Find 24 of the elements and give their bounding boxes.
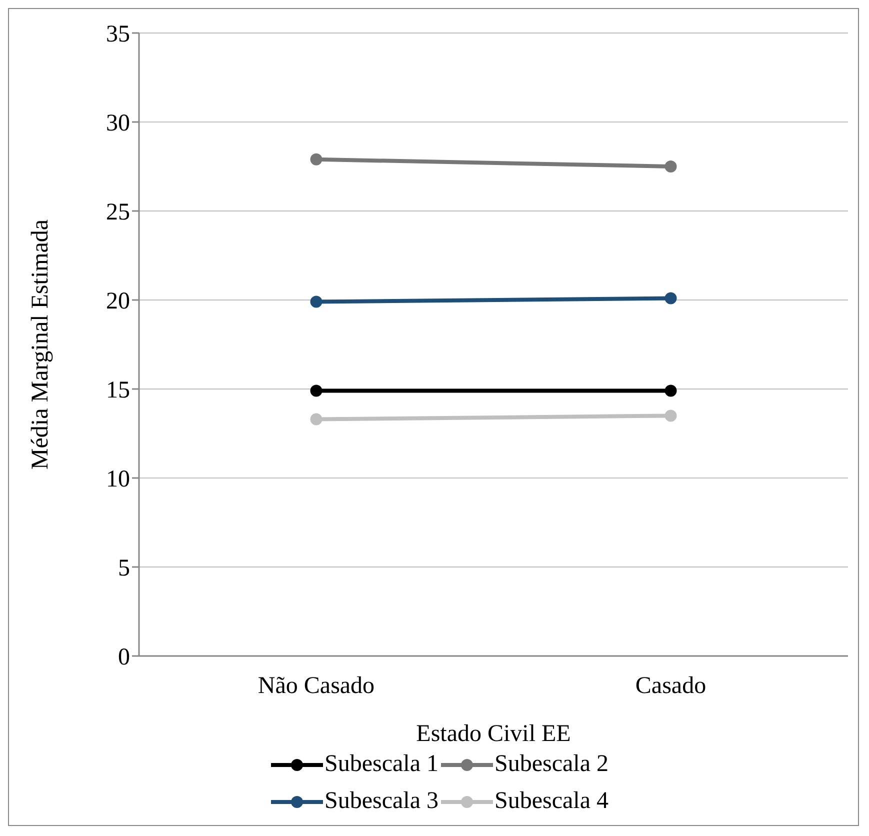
x-tick-label: Casado <box>635 673 706 700</box>
point <box>310 153 322 166</box>
point <box>664 292 677 304</box>
y-tick-label: 25 <box>106 200 130 226</box>
point <box>310 384 322 397</box>
point <box>310 296 322 308</box>
point <box>310 413 322 426</box>
point <box>664 410 677 422</box>
y-tick-label: 10 <box>106 466 130 493</box>
legend-label: Subescala 2 <box>494 751 608 778</box>
point <box>664 160 677 172</box>
y-axis-title: Média Marginal Estimada <box>28 219 54 470</box>
x-axis-title: Estado Civil EE <box>416 721 571 747</box>
y-tick-label: 30 <box>106 110 130 137</box>
legend-label: Subescala 3 <box>324 788 438 815</box>
y-tick-label: 5 <box>118 556 130 582</box>
legend-label: Subescala 4 <box>494 788 608 815</box>
y-tick-label: 0 <box>118 644 130 671</box>
y-tick-label: 35 <box>106 22 130 48</box>
y-tick-label: 20 <box>106 288 130 315</box>
y-tick-label: 15 <box>106 378 130 404</box>
point <box>664 384 677 397</box>
x-tick-label: Não Casado <box>258 673 375 700</box>
legend-label: Subescala 1 <box>324 751 438 778</box>
